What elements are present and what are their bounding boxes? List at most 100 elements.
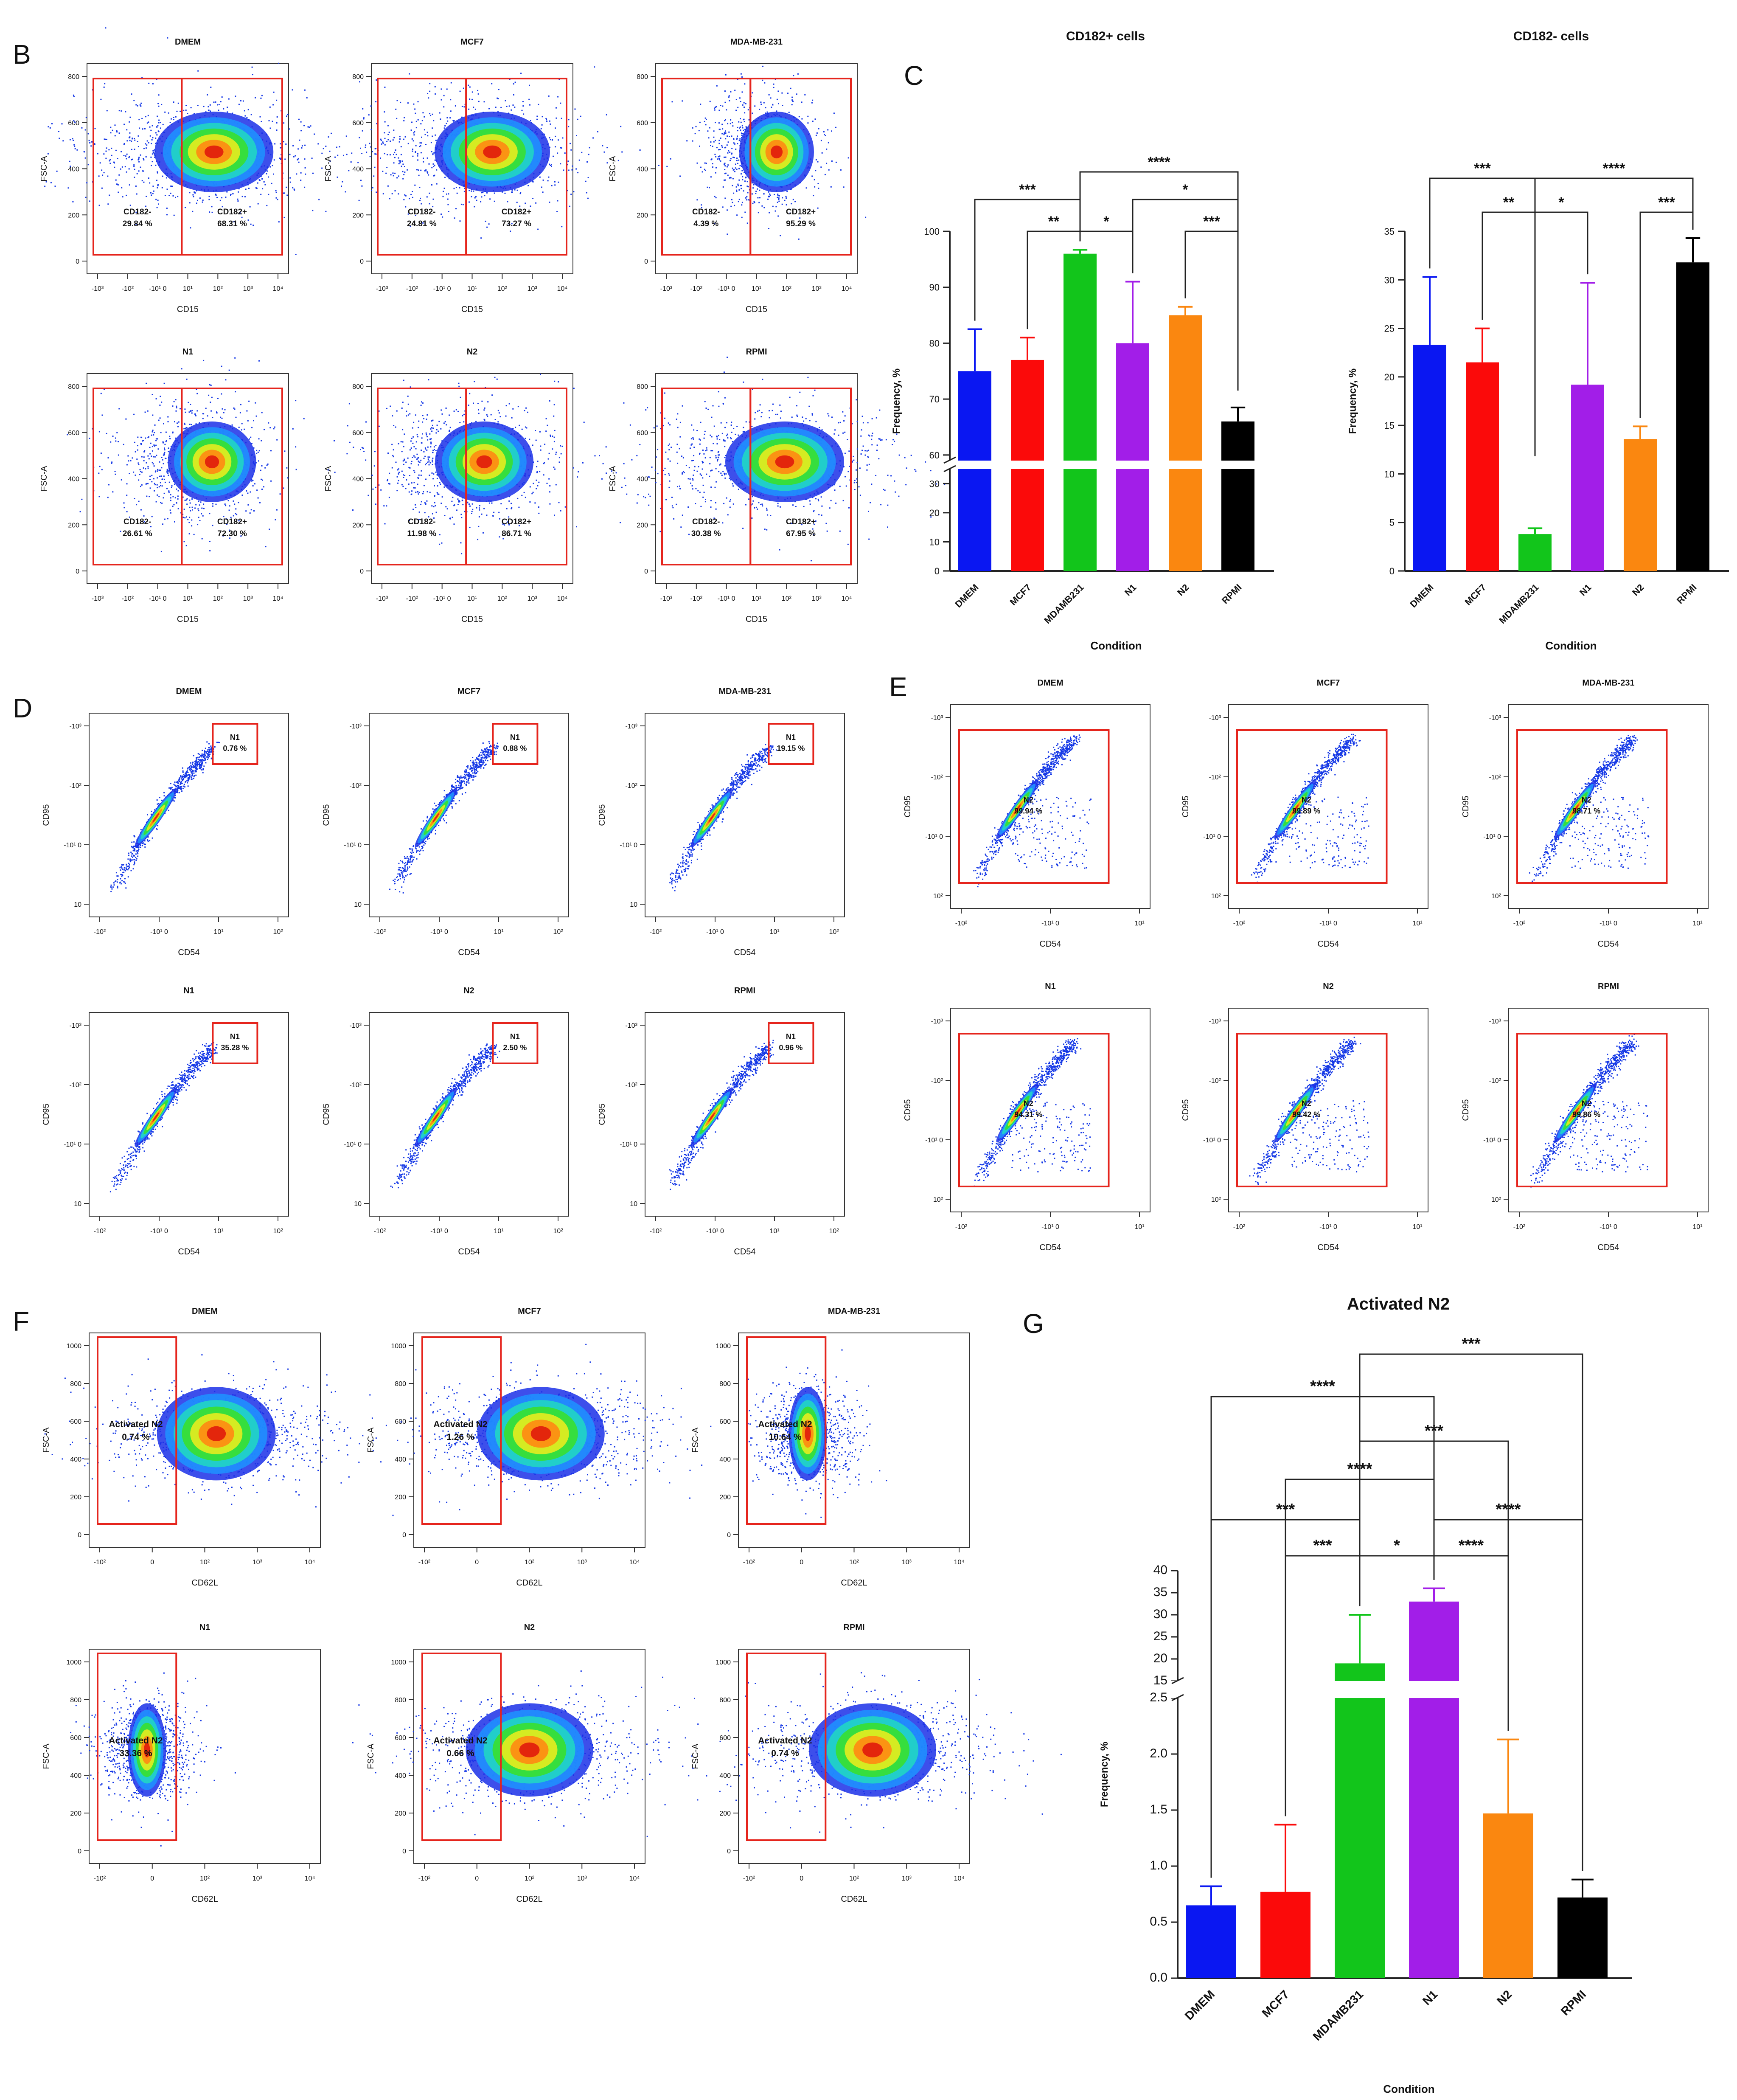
y-tick-label: 600 xyxy=(70,1418,81,1425)
gate-value: 0.76 % xyxy=(223,744,247,753)
y-tick-label: -10¹ 0 xyxy=(925,1137,943,1144)
gate-value: 94.31 % xyxy=(1014,1110,1042,1119)
category-label: DMEM xyxy=(1182,1988,1217,2022)
y-tick-label: 60 xyxy=(929,450,940,461)
plot-title: N2 xyxy=(1323,982,1334,991)
x-tick-label: -10² xyxy=(955,920,968,927)
gate-cd182-pos xyxy=(465,78,567,256)
gate-value: 33.36 % xyxy=(119,1749,152,1758)
gate-value: 30.38 % xyxy=(691,529,721,538)
flow-density-level-6 xyxy=(708,813,716,823)
y-tick-label: 600 xyxy=(395,1418,406,1425)
x-tick-label: 10² xyxy=(553,1228,563,1235)
gate-value: 2.50 % xyxy=(503,1043,527,1052)
y-tick-label: -10² xyxy=(931,774,943,781)
y-tick-label: 70 xyxy=(929,394,940,405)
x-tick-label: 10² xyxy=(525,1559,535,1566)
x-tick-label: 10² xyxy=(782,595,792,602)
plot-title: DMEM xyxy=(1037,678,1063,688)
y-axis-label: CD95 xyxy=(903,796,912,817)
gate-value: 73.27 % xyxy=(502,219,531,228)
gate-cd182-pos xyxy=(181,388,283,565)
gate-value: 99.42 % xyxy=(1292,1110,1320,1119)
x-tick-label: -10¹ 0 xyxy=(706,928,724,936)
gate-label: Activated N2 xyxy=(109,1420,163,1429)
plot-title: DMEM xyxy=(192,1307,218,1316)
y-tick-label: 800 xyxy=(719,1380,731,1388)
flow-plot-n1-d: N1 CD54 CD95 -10² -10¹ 0 10¹ 10² 10 -10¹ 0 -10² -1… xyxy=(42,986,289,1257)
y-tick-label: -10¹ 0 xyxy=(344,1141,362,1148)
plot-title: N1 xyxy=(1045,982,1056,991)
y-tick-label: 0 xyxy=(402,1532,406,1539)
y-tick-label: -10¹ 0 xyxy=(925,833,943,841)
plot-frame xyxy=(950,704,1151,909)
y-tick-label: 0 xyxy=(644,568,648,575)
x-axis-label: CD15 xyxy=(177,615,199,624)
x-tick-label: 10² xyxy=(525,1875,535,1882)
x-tick-label: 10² xyxy=(273,928,283,936)
x-axis-label: CD15 xyxy=(746,305,767,314)
plot-title: MCF7 xyxy=(518,1307,541,1316)
plot-frame xyxy=(645,713,845,917)
flow-plot-mcf7-d: MCF7 CD54 CD95 -10² -10¹ 0 10¹ 10² 10 -10¹ 0 -10²… xyxy=(322,687,569,957)
x-tick-label: 10³ xyxy=(902,1875,912,1882)
flow-density-level-6 xyxy=(152,1112,160,1122)
bar-break-gap xyxy=(1063,461,1097,469)
x-tick-label: 0 xyxy=(800,1559,803,1566)
plot-title: N1 xyxy=(199,1623,210,1632)
category-label: N2 xyxy=(1175,582,1191,598)
significance-label: **** xyxy=(1603,160,1626,177)
x-tick-label: -10¹ 0 xyxy=(149,285,167,292)
chart-title: Activated N2 xyxy=(1347,1295,1450,1313)
y-tick-label: -10¹ 0 xyxy=(620,1141,637,1148)
y-tick-label: 600 xyxy=(395,1735,406,1742)
gate-label: CD182- xyxy=(408,517,435,526)
x-tick-label: 10⁴ xyxy=(629,1875,640,1882)
gate-activated-n2 xyxy=(421,1653,502,1841)
plot-title: RPMI xyxy=(746,347,767,357)
flow-density xyxy=(477,1387,605,1481)
x-tick-label: 10⁴ xyxy=(557,285,568,292)
gate-label: CD182+ xyxy=(786,517,816,526)
flow-density xyxy=(415,1087,457,1147)
x-axis-label: CD62L xyxy=(841,1895,867,1904)
y-tick-label: 10 xyxy=(1384,469,1395,479)
x-tick-label: 10¹ xyxy=(183,595,193,602)
y-tick-label: 600 xyxy=(70,1735,81,1742)
gate-value: 35.28 % xyxy=(221,1043,249,1052)
y-tick-label: 200 xyxy=(352,212,364,219)
y-axis-label: CD95 xyxy=(1181,1099,1190,1121)
y-tick-label: 600 xyxy=(68,120,79,127)
flow-density-level-6 xyxy=(205,455,219,469)
x-tick-label: 10² xyxy=(213,595,223,602)
y-tick-label: 10² xyxy=(933,893,943,900)
gate-n1 xyxy=(212,723,258,765)
gate-label: CD182+ xyxy=(786,208,816,216)
gate-label: CD182+ xyxy=(502,208,531,216)
flow-density xyxy=(135,788,177,848)
significance-bracket xyxy=(1639,211,1694,418)
y-tick-label: 80 xyxy=(929,338,940,349)
x-axis-label: CD15 xyxy=(746,615,767,624)
significance-bracket xyxy=(1359,1555,1435,1606)
flow-plot-dmem-b: DMEM CD15 FSC-A -10³ -10² -10¹ 0 10¹ 10² 10³ 10⁴ 0… xyxy=(39,27,377,314)
flow-density xyxy=(1274,779,1316,839)
y-tick-label: 200 xyxy=(719,1494,731,1501)
flow-density xyxy=(1554,779,1597,839)
x-tick-label: -10¹ 0 xyxy=(1599,920,1617,927)
y-tick-label: 800 xyxy=(395,1380,406,1388)
y-axis-label: FSC-A xyxy=(691,1743,700,1769)
plot-title: MDA-MB-231 xyxy=(718,687,771,696)
significance-label: *** xyxy=(1474,160,1491,177)
y-tick-label: 0.0 xyxy=(1150,1971,1167,1985)
y-tick-label: 0 xyxy=(76,258,79,265)
x-tick-label: -10² xyxy=(406,285,418,292)
gate-value: 4.39 % xyxy=(693,219,718,228)
x-tick-label: 10³ xyxy=(528,285,538,292)
y-tick-label: 1000 xyxy=(66,1659,81,1666)
y-tick-label: 600 xyxy=(637,430,648,437)
y-tick-label: 400 xyxy=(637,476,648,483)
x-tick-label: 10² xyxy=(273,1228,283,1235)
flow-density xyxy=(435,111,550,192)
y-tick-label: -10² xyxy=(626,782,638,790)
